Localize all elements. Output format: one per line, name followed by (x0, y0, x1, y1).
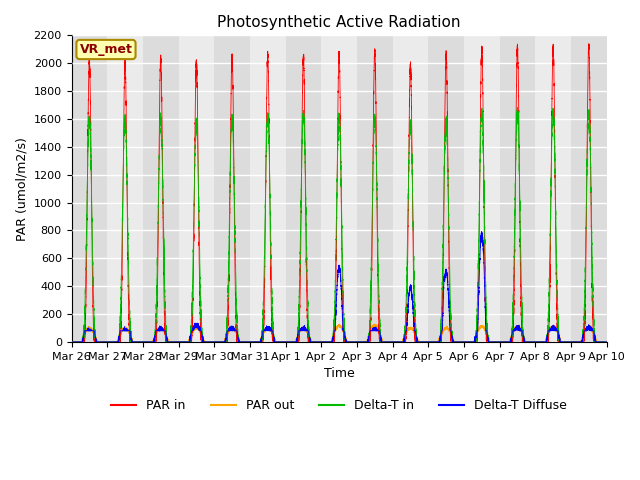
Bar (214, 36, 250, 342)
Title: Photosynthetic Active Radiation: Photosynthetic Active Radiation (218, 15, 461, 30)
Bar (357, 36, 392, 342)
Bar (500, 36, 535, 342)
Bar (464, 36, 500, 342)
Bar (72, 36, 108, 342)
Y-axis label: PAR (umol/m2/s): PAR (umol/m2/s) (15, 137, 28, 240)
Bar (179, 36, 214, 342)
Bar (428, 36, 464, 342)
Bar (535, 36, 571, 342)
X-axis label: Time: Time (324, 367, 355, 380)
Bar (392, 36, 428, 342)
Bar (285, 36, 321, 342)
Bar (143, 36, 179, 342)
Bar (321, 36, 357, 342)
Bar (250, 36, 285, 342)
Text: VR_met: VR_met (79, 43, 132, 56)
Bar (571, 36, 607, 342)
Bar (108, 36, 143, 342)
Legend: PAR in, PAR out, Delta-T in, Delta-T Diffuse: PAR in, PAR out, Delta-T in, Delta-T Dif… (106, 394, 572, 417)
